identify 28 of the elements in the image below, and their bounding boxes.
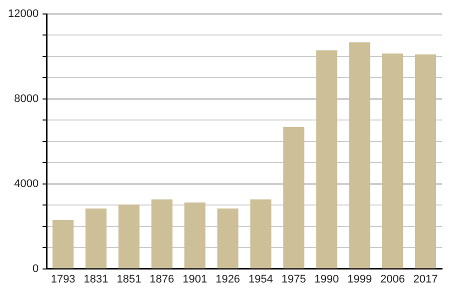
y-tick-label: 4000 <box>14 178 39 190</box>
y-tick-label: 0 <box>32 262 39 275</box>
bar <box>52 220 74 268</box>
bar <box>118 204 140 268</box>
bar <box>250 199 272 268</box>
y-tick-label: 12000 <box>8 8 39 20</box>
x-tick-label: 1975 <box>281 273 306 286</box>
bar <box>382 53 404 268</box>
bar <box>414 54 436 268</box>
x-tick-label: 1999 <box>347 273 372 286</box>
x-tick-label: 1901 <box>182 273 208 286</box>
x-tick-label: 1793 <box>50 273 76 286</box>
x-tick-label: 1876 <box>150 273 174 286</box>
bar <box>217 208 238 268</box>
x-tick-label: 1990 <box>314 273 339 286</box>
x-tick-label: 1954 <box>248 273 274 286</box>
x-tick-label: 1851 <box>116 273 142 286</box>
bar <box>283 126 304 268</box>
bar <box>151 199 172 268</box>
x-tick-label: 1926 <box>216 273 240 286</box>
bar <box>316 50 338 268</box>
bar <box>184 202 206 268</box>
x-tick-label: 2006 <box>380 273 405 286</box>
y-tick-label: 8000 <box>14 92 39 105</box>
bar <box>85 208 107 268</box>
bar <box>349 42 370 268</box>
x-tick-label: 1831 <box>84 273 108 286</box>
x-tick-label: 2017 <box>413 273 438 286</box>
